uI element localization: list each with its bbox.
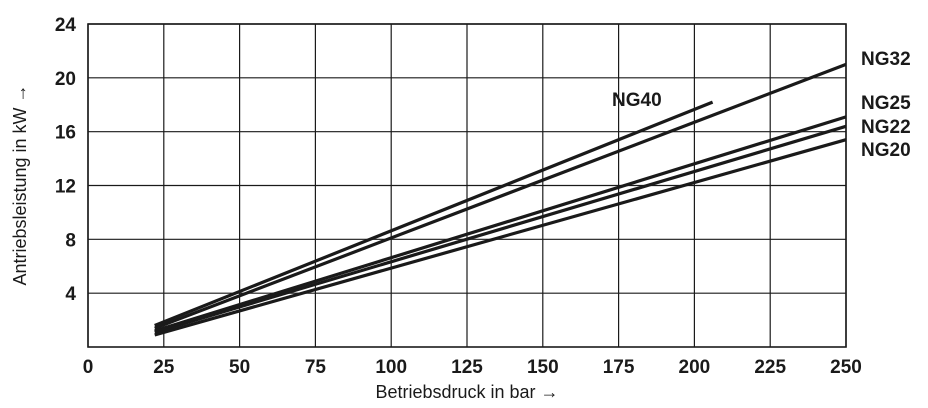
series-line-ng32 <box>154 62 847 330</box>
x-tick-label: 175 <box>603 357 635 378</box>
series-line-ng22 <box>154 124 847 334</box>
x-axis-ticks: 0 25 50 75 100 125 150 175 200 225 250 <box>83 357 862 378</box>
y-tick-label: 12 <box>55 177 76 198</box>
y-tick-label: 24 <box>55 15 77 36</box>
series-label-ng20: NG20 <box>861 140 911 161</box>
x-axis-label: Betriebsdruck in bar → <box>375 382 558 402</box>
series-label-ng40: NG40 <box>612 90 662 111</box>
y-axis-ticks: 4 8 12 16 20 24 <box>55 15 77 305</box>
y-tick-label: 16 <box>55 123 76 144</box>
x-tick-label: 25 <box>153 357 175 378</box>
y-tick-label: 8 <box>65 230 76 251</box>
x-tick-label: 150 <box>527 357 559 378</box>
x-tick-label: 250 <box>830 357 862 378</box>
y-axis-label: Antriebsleistung in kW → <box>10 84 30 285</box>
series-lines <box>154 62 847 337</box>
x-tick-label: 0 <box>83 357 94 378</box>
y-tick-label: 20 <box>55 69 76 90</box>
x-tick-label: 200 <box>679 357 711 378</box>
series-line-ng25 <box>154 115 847 333</box>
x-tick-label: 75 <box>305 357 327 378</box>
x-tick-label: 50 <box>229 357 250 378</box>
series-line-ng20 <box>154 138 847 337</box>
series-label-ng32: NG32 <box>861 49 911 70</box>
series-line-ng40 <box>154 100 714 327</box>
grid <box>87 23 847 347</box>
x-tick-label: 225 <box>754 357 786 378</box>
x-tick-label: 125 <box>451 357 483 378</box>
plot-frame <box>87 23 847 348</box>
x-tick-label: 100 <box>375 357 407 378</box>
y-tick-label: 4 <box>65 284 76 305</box>
series-label-ng22: NG22 <box>861 117 911 138</box>
series-label-ng25: NG25 <box>861 93 911 114</box>
